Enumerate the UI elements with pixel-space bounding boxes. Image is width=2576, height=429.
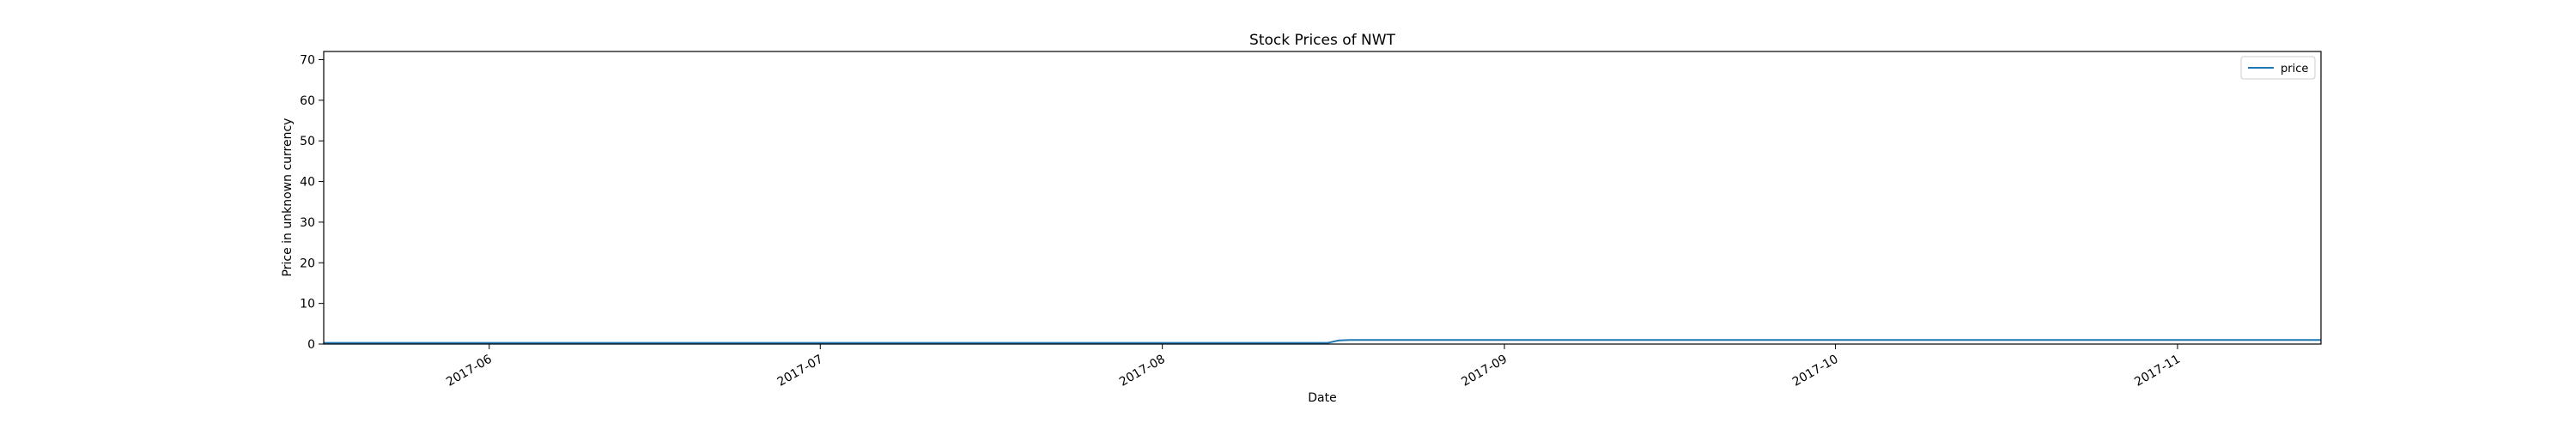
y-axis-label: Price in unknown currency: [281, 118, 295, 277]
legend-label-price: price: [2281, 63, 2308, 76]
y-tick-label: 30: [300, 216, 315, 230]
legend-box: [2240, 56, 2316, 80]
y-tick-label: 50: [300, 135, 315, 148]
chart-title: Stock Prices of NWT: [1249, 32, 1395, 49]
series-line-price: [324, 339, 2321, 344]
y-tick-label: 60: [300, 94, 315, 108]
y-tick-label: 40: [300, 176, 315, 190]
legend: price: [2240, 56, 2316, 80]
x-axis-label: Date: [1308, 391, 1336, 405]
y-tick-label: 20: [300, 257, 315, 270]
y-tick-label: 70: [300, 53, 315, 67]
plot-frame: [323, 51, 2322, 345]
y-tick-label: 0: [307, 338, 315, 352]
y-tick-label: 10: [300, 298, 315, 311]
plot-layer: [324, 339, 2321, 344]
